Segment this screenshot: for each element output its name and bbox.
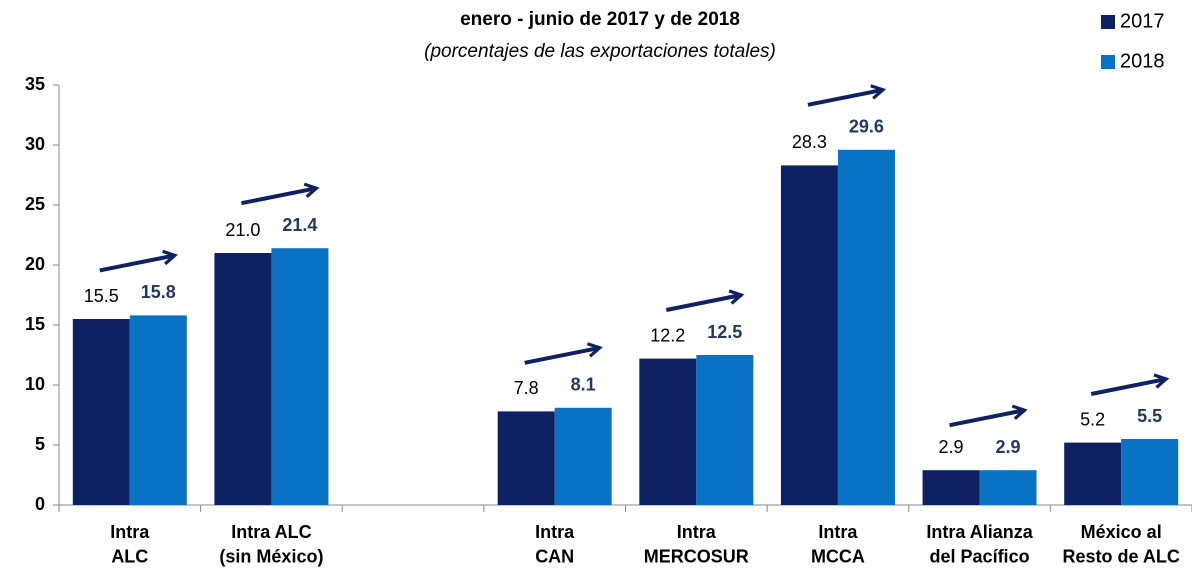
bar: [214, 253, 272, 505]
bar: [72, 319, 130, 505]
trend-arrow: [807, 84, 887, 107]
y-tick-label: 0: [35, 494, 45, 514]
trend-arrow: [99, 249, 178, 273]
bar: [554, 407, 612, 505]
legend-swatch: [1101, 55, 1115, 69]
value-label: 2.9: [939, 437, 964, 457]
bar: [271, 248, 329, 505]
value-label: 21.0: [225, 220, 260, 240]
value-label: 5.5: [1137, 406, 1162, 426]
bar: [979, 470, 1037, 505]
value-label: 15.5: [84, 286, 119, 306]
trend-arrow: [241, 182, 320, 206]
x-tick-label: Intra CAN: [535, 522, 575, 566]
trend-arrow: [1090, 373, 1170, 396]
bar: [696, 355, 754, 505]
value-label: 7.8: [514, 378, 539, 398]
x-tick-label: Intra ALC (sin México): [219, 522, 323, 566]
bar: [497, 411, 555, 505]
bar: [780, 165, 838, 505]
y-tick-label: 20: [25, 254, 45, 274]
value-label: 12.5: [707, 322, 742, 342]
bar: [639, 358, 697, 505]
value-label: 15.8: [141, 282, 176, 302]
value-label: 12.2: [650, 325, 685, 345]
value-label: 2.9: [996, 437, 1021, 457]
x-tick-label: Intra ALC: [110, 522, 150, 566]
y-tick-label: 35: [25, 74, 45, 94]
x-tick-label: Intra Alianza del Pacífico: [926, 522, 1033, 566]
y-tick-label: 15: [25, 314, 45, 334]
x-tick-label: Intra MERCOSUR: [644, 522, 749, 566]
value-label: 8.1: [571, 375, 596, 395]
value-label: 21.4: [282, 215, 317, 235]
legend-label: 2017: [1120, 10, 1165, 32]
x-tick-label: Intra MCCA: [811, 522, 865, 566]
y-tick-label: 30: [25, 134, 45, 154]
value-label: 28.3: [792, 132, 827, 152]
trend-arrow: [949, 404, 1028, 428]
trend-arrow: [524, 342, 603, 365]
y-tick-label: 5: [35, 434, 45, 454]
trend-arrow: [665, 289, 745, 312]
chart-subtitle: (porcentajes de las exportaciones totale…: [424, 41, 776, 62]
value-label: 29.6: [849, 117, 884, 137]
bar: [837, 149, 895, 506]
legend-label: 2018: [1120, 50, 1165, 72]
bar: [922, 470, 980, 505]
x-tick-label: México al Resto de ALC: [1063, 522, 1180, 566]
bar: [1064, 442, 1122, 505]
bar: [129, 315, 187, 505]
legend-swatch: [1101, 15, 1115, 29]
chart-title: enero - junio de 2017 y de 2018: [460, 9, 740, 30]
bar: [1121, 439, 1179, 505]
y-tick-label: 25: [25, 194, 45, 214]
value-label: 5.2: [1080, 409, 1105, 429]
y-tick-label: 10: [25, 374, 45, 394]
